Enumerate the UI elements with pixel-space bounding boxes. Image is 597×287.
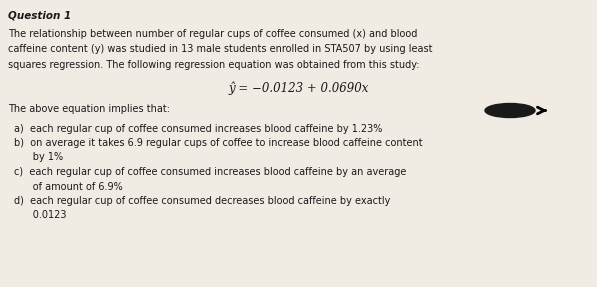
Text: c)  each regular cup of coffee consumed increases blood caffeine by an average: c) each regular cup of coffee consumed i…	[14, 167, 407, 177]
Text: The relationship between number of regular cups of coffee consumed (x) and blood: The relationship between number of regul…	[8, 29, 417, 39]
Text: ŷ = −0.0123 + 0.0690x: ŷ = −0.0123 + 0.0690x	[228, 82, 369, 95]
Text: caffeine content (y) was studied in 13 male students enrolled in STA507 by using: caffeine content (y) was studied in 13 m…	[8, 44, 432, 55]
Ellipse shape	[485, 104, 535, 117]
Text: squares regression. The following regression equation was obtained from this stu: squares regression. The following regres…	[8, 60, 420, 70]
Text: a)  each regular cup of coffee consumed increases blood caffeine by 1.23%: a) each regular cup of coffee consumed i…	[14, 123, 382, 133]
Text: Question 1: Question 1	[8, 10, 71, 20]
Text: The above equation implies that:: The above equation implies that:	[8, 104, 170, 113]
Text: of amount of 6.9%: of amount of 6.9%	[14, 181, 123, 191]
Text: b)  on average it takes 6.9 regular cups of coffee to increase blood caffeine co: b) on average it takes 6.9 regular cups …	[14, 138, 423, 148]
Text: d)  each regular cup of coffee consumed decreases blood caffeine by exactly: d) each regular cup of coffee consumed d…	[14, 196, 390, 206]
Text: by 1%: by 1%	[14, 152, 63, 162]
Text: 0.0123: 0.0123	[14, 210, 66, 220]
